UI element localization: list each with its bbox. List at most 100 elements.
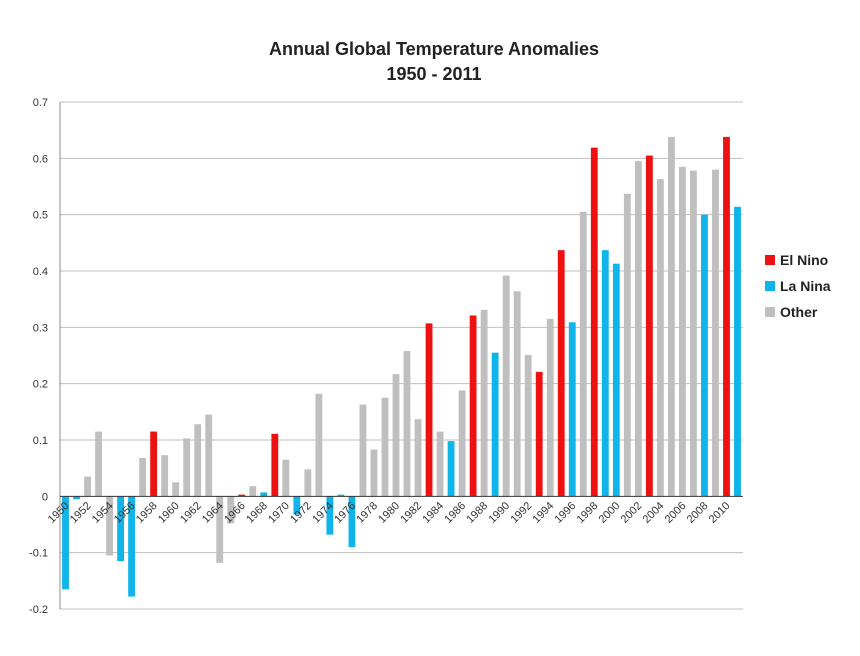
bar-1954	[106, 496, 113, 556]
x-tick-label: 1970	[266, 500, 292, 526]
bar-1988	[480, 309, 488, 497]
y-tick-label: 0.1	[33, 435, 48, 447]
x-tick-label: 2004	[641, 500, 667, 526]
bar-1967	[249, 486, 257, 497]
bar-1970	[282, 459, 290, 497]
bar-1976	[348, 496, 356, 548]
bar-2009	[712, 169, 719, 497]
x-tick-label: 1998	[575, 500, 601, 526]
x-tick-label: 2002	[619, 500, 645, 526]
x-tick-label: 1990	[486, 500, 512, 526]
x-tick-label: 1966	[222, 500, 248, 526]
y-tick-label: -0.2	[29, 604, 48, 616]
bar-1991	[513, 291, 521, 497]
x-tick-label: 1958	[134, 500, 160, 526]
bar-2007	[690, 170, 697, 497]
bar-1992	[524, 354, 532, 497]
y-tick-label: 0	[42, 491, 48, 503]
bar-2003	[645, 155, 653, 497]
y-tick-label: 0.5	[33, 210, 48, 222]
bar-1989	[491, 352, 499, 497]
y-tick-label: 0.2	[33, 379, 48, 391]
legend-label: El Nino	[780, 252, 828, 268]
bar-1999	[601, 250, 609, 497]
bar-1951	[73, 496, 80, 500]
bar-1973	[315, 393, 323, 497]
legend-label: Other	[780, 304, 818, 320]
y-tick-label: 0.3	[33, 322, 48, 334]
bar-1977	[359, 404, 367, 497]
bar-1950	[62, 496, 69, 590]
bar-1975	[337, 494, 345, 497]
bar-1955	[117, 496, 125, 562]
bar-1971	[293, 496, 301, 515]
x-axis-ticks: 1950195219541956195819601962196419661968…	[46, 500, 733, 526]
x-tick-label: 1994	[531, 500, 557, 526]
bar-1990	[502, 275, 510, 497]
bar-1957	[139, 458, 147, 497]
x-tick-label: 2008	[685, 500, 711, 526]
bar-1960	[172, 482, 180, 497]
bar-1952	[84, 476, 91, 497]
x-tick-label: 1962	[178, 500, 204, 526]
bar-1994	[546, 318, 554, 497]
bar-1997	[579, 211, 587, 497]
bar-2011	[734, 206, 741, 497]
bar-1998	[590, 147, 598, 497]
y-tick-label: -0.1	[29, 548, 48, 560]
bar-1959	[161, 455, 169, 497]
y-axis-ticks: -0.2 -0.1 0 0.1 0.2 0.3 0.4 0.5 0.6 0.7	[29, 97, 48, 616]
bar-1982	[414, 419, 422, 497]
bar-1966	[238, 494, 246, 497]
x-tick-label: 1986	[442, 500, 468, 526]
bar-2005	[667, 136, 675, 497]
chart-subtitle: 1950 - 2011	[386, 64, 481, 84]
legend-swatch	[765, 255, 775, 265]
bar-1964	[216, 496, 224, 563]
bar-1980	[392, 374, 400, 497]
bar-1956	[128, 496, 136, 597]
bar-2001	[623, 193, 631, 497]
x-tick-label: 1996	[553, 500, 579, 526]
bar-2002	[634, 161, 642, 497]
x-tick-label: 1980	[376, 500, 402, 526]
bar-1963	[205, 414, 213, 497]
legend: El Nino La Nina Other	[765, 252, 831, 320]
bar-1968	[260, 492, 268, 497]
bar-1995	[557, 250, 565, 497]
y-tick-label: 0.6	[33, 153, 48, 165]
bar-1965	[227, 496, 235, 524]
x-tick-label: 1978	[354, 500, 380, 526]
bar-1979	[381, 397, 389, 497]
bar-1996	[568, 322, 576, 497]
bar-1978	[370, 449, 378, 497]
x-tick-label: 1982	[398, 500, 424, 526]
y-tick-label: 0.4	[33, 266, 48, 278]
bars	[62, 136, 741, 597]
bar-2010	[723, 136, 730, 497]
legend-swatch	[765, 307, 775, 317]
bar-1972	[304, 469, 312, 497]
x-tick-label: 2010	[707, 500, 733, 526]
legend-swatch	[765, 281, 775, 291]
bar-1985	[447, 441, 455, 497]
y-tick-label: 0.7	[33, 97, 48, 109]
bar-1969	[271, 433, 279, 497]
legend-label: La Nina	[780, 278, 831, 294]
bar-1962	[194, 424, 202, 497]
bar-1983	[425, 323, 433, 497]
x-tick-label: 1984	[420, 500, 446, 526]
bar-1974	[326, 496, 334, 535]
x-tick-label: 1972	[288, 500, 314, 526]
bar-1961	[183, 438, 191, 497]
x-tick-label: 2006	[663, 500, 689, 526]
bar-1986	[458, 390, 466, 497]
bar-2004	[656, 179, 664, 497]
x-tick-label: 2000	[597, 500, 623, 526]
x-tick-label: 1992	[509, 500, 535, 526]
bar-2006	[678, 166, 686, 497]
bar-1953	[95, 431, 102, 497]
bar-2008	[701, 214, 708, 497]
bar-2000	[612, 263, 620, 497]
